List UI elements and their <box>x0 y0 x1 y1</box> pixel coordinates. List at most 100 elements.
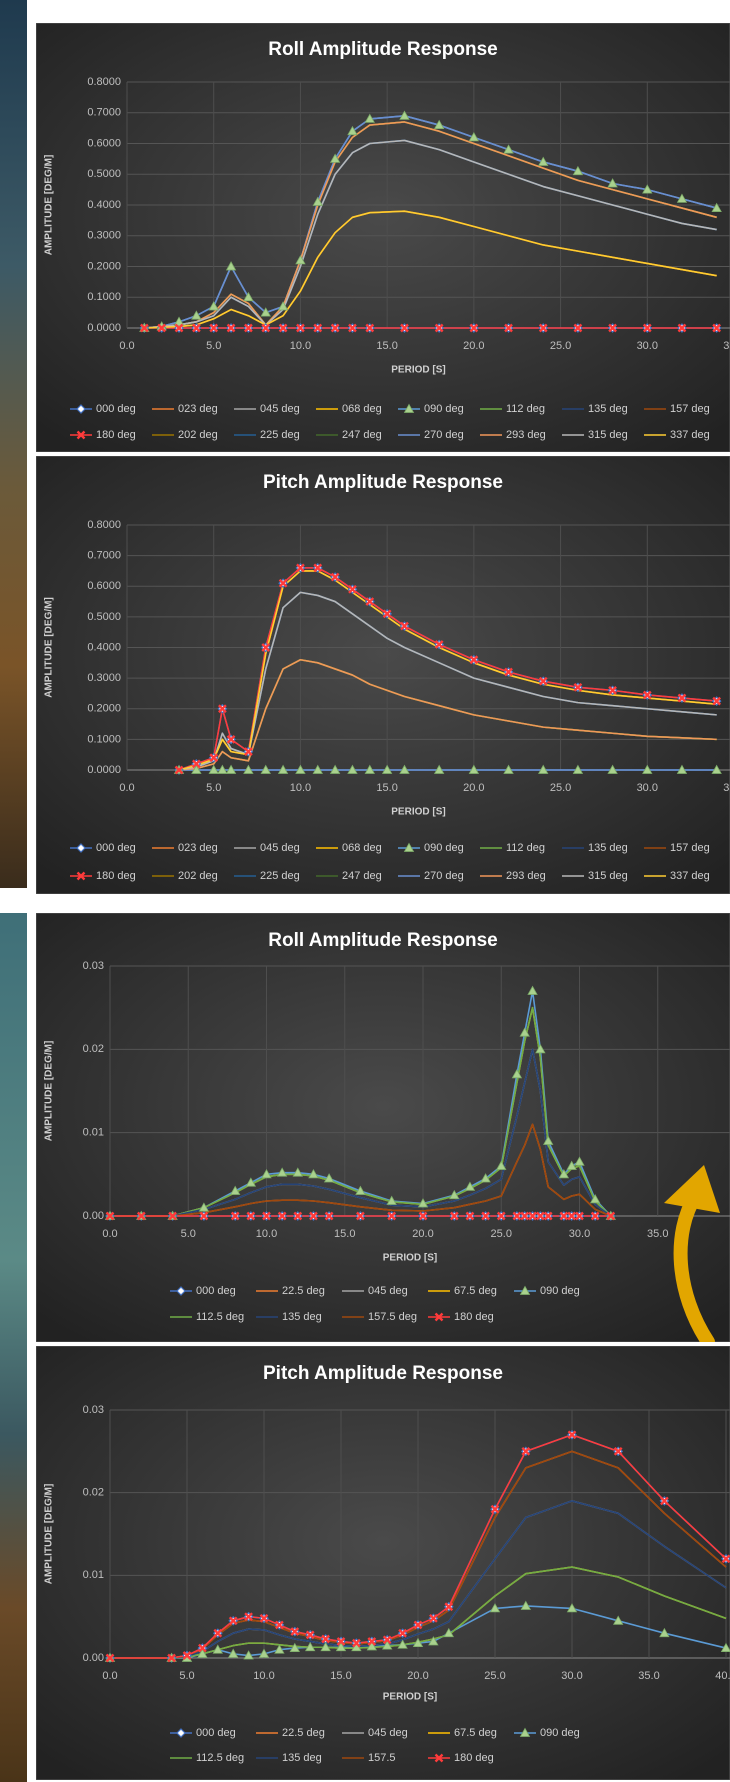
x-tick-label: 10.0 <box>290 340 311 352</box>
x-axis-title: PERIOD [S] <box>383 1692 437 1703</box>
y-tick-label: 0.1000 <box>87 291 121 303</box>
x-tick-label: 10.0 <box>256 1228 277 1240</box>
x-tick-label: 25.0 <box>484 1670 505 1682</box>
page: Roll Amplitude Response 0.0000 0.1000 0.200… <box>0 0 730 1782</box>
x-tick-label: 15.0 <box>376 340 397 352</box>
chart: Roll Amplitude Response0.000.010.020.030… <box>36 913 730 1342</box>
legend-label: 023 deg <box>178 403 218 415</box>
x-tick-label: 10.0 <box>290 782 311 794</box>
x-tick-label: 20.0 <box>463 340 484 352</box>
legend-label: 180 deg <box>454 1752 494 1764</box>
legend-label: 270 deg <box>424 870 464 882</box>
legend-label: 293 deg <box>506 870 546 882</box>
x-tick-label: 35.0 <box>638 1670 659 1682</box>
legend-label: 67.5 deg <box>454 1285 497 1297</box>
x-tick-label: 5.0 <box>206 782 221 794</box>
legend-label: 090 deg <box>424 842 464 854</box>
legend-label: 135 deg <box>282 1311 322 1323</box>
y-tick-label: 0.6000 <box>87 137 121 149</box>
legend-label: 22.5 deg <box>282 1727 325 1739</box>
chart: Roll Amplitude Response0.00000.10000.200… <box>36 23 730 452</box>
x-tick-label: 0.0 <box>119 782 134 794</box>
x-axis-title: PERIOD [S] <box>391 365 445 376</box>
legend-label: 315 deg <box>588 429 628 441</box>
x-tick-label: 0.0 <box>102 1670 117 1682</box>
legend-label: 180 deg <box>96 870 136 882</box>
x-tick-label: 25.0 <box>550 782 571 794</box>
x-tick-label: 30.0 <box>637 340 658 352</box>
chart-background <box>36 456 730 894</box>
legend-label: 112.5 deg <box>196 1311 244 1323</box>
chart: Pitch Amplitude Response0.00000.10000.20… <box>36 456 730 894</box>
y-tick-label: 0.00 <box>83 1210 104 1222</box>
legend-label: 023 deg <box>178 842 218 854</box>
legend-label: 67.5 deg <box>454 1727 497 1739</box>
chart-background <box>36 1346 730 1780</box>
y-tick-label: 0.8000 <box>87 76 121 88</box>
y-tick-label: 0.2000 <box>87 260 121 272</box>
legend-label: 157 deg <box>670 403 710 415</box>
y-tick-label: 0.3000 <box>87 672 121 684</box>
chart-title: Roll Amplitude Response <box>268 930 497 951</box>
legend-label: 202 deg <box>178 870 218 882</box>
legend-label: 135 deg <box>588 842 628 854</box>
chart: Pitch Amplitude Response0.000.010.020.03… <box>36 1346 730 1780</box>
legend-label: 045 deg <box>368 1285 408 1297</box>
legend-label: 000 deg <box>196 1285 236 1297</box>
x-tick-label: 15.0 <box>376 782 397 794</box>
legend-label: 157 deg <box>670 842 710 854</box>
y-tick-label: 0.7000 <box>87 107 121 119</box>
background-strip <box>0 913 27 1782</box>
y-tick-label: 0.2000 <box>87 703 121 715</box>
x-axis-title: PERIOD [S] <box>391 807 445 818</box>
x-axis-title: PERIOD [S] <box>383 1253 437 1264</box>
legend-label: 157.5 deg <box>368 1311 417 1323</box>
y-axis-title: AMPLITUDE [DEG/M] <box>44 597 55 698</box>
y-tick-label: 0.02 <box>83 1487 104 1499</box>
x-tick-label: 25.0 <box>491 1228 512 1240</box>
legend-label: 090 deg <box>424 403 464 415</box>
y-tick-label: 0.00 <box>83 1652 104 1664</box>
y-tick-label: 0.6000 <box>87 580 121 592</box>
x-tick-label: 35.0 <box>647 1228 668 1240</box>
legend-label: 337 deg <box>670 870 710 882</box>
legend-label: 22.5 deg <box>282 1285 325 1297</box>
legend-label: 157.5 <box>368 1752 396 1764</box>
y-tick-label: 0.4000 <box>87 199 121 211</box>
legend-label: 180 deg <box>454 1311 494 1323</box>
chart-background <box>36 23 730 452</box>
y-tick-label: 0.01 <box>83 1127 104 1139</box>
y-tick-label: 0.4000 <box>87 641 121 653</box>
y-tick-label: 0.3000 <box>87 230 121 242</box>
y-axis-title: AMPLITUDE [DEG/M] <box>44 1041 55 1142</box>
x-tick-label: 35.0 <box>723 340 730 352</box>
x-tick-label: 30.0 <box>561 1670 582 1682</box>
y-axis-title: AMPLITUDE [DEG/M] <box>44 155 55 256</box>
y-tick-label: 0.0000 <box>87 764 121 776</box>
legend-label: 000 deg <box>96 842 136 854</box>
legend-label: 315 deg <box>588 870 628 882</box>
legend-label: 225 deg <box>260 870 300 882</box>
legend-label: 225 deg <box>260 429 300 441</box>
chart-title: Pitch Amplitude Response <box>263 472 503 493</box>
x-tick-label: 5.0 <box>206 340 221 352</box>
legend-label: 135 deg <box>282 1752 322 1764</box>
legend-label: 247 deg <box>342 870 382 882</box>
legend-label: 068 deg <box>342 403 382 415</box>
background-strip <box>0 0 27 888</box>
x-tick-label: 5.0 <box>179 1670 194 1682</box>
x-tick-label: 30.0 <box>637 782 658 794</box>
x-tick-label: 0.0 <box>102 1228 117 1240</box>
legend-label: 045 deg <box>260 403 300 415</box>
x-tick-label: 15.0 <box>334 1228 355 1240</box>
legend-label: 135 deg <box>588 403 628 415</box>
chart-title: Roll Amplitude Response <box>268 39 497 60</box>
x-tick-label: 35.0 <box>723 782 730 794</box>
chart-title: Pitch Amplitude Response <box>263 1363 503 1384</box>
legend-label: 000 deg <box>196 1727 236 1739</box>
y-tick-label: 0.5000 <box>87 611 121 623</box>
x-tick-label: 30.0 <box>569 1228 590 1240</box>
legend-label: 202 deg <box>178 429 218 441</box>
legend-label: 112 deg <box>506 842 545 854</box>
legend-label: 068 deg <box>342 842 382 854</box>
